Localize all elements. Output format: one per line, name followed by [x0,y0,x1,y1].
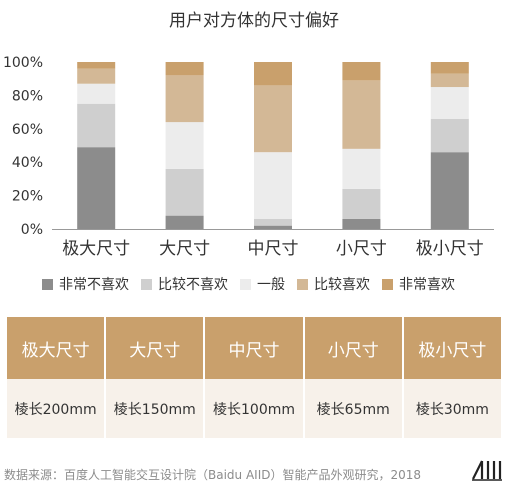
y-tick-label: 0% [21,222,43,238]
legend-label: 非常喜欢 [399,277,455,293]
x-tick-label: 极小尺寸 [416,239,484,259]
bar-segment [430,118,469,153]
legend-label: 非常不喜欢 [59,277,129,293]
size-header-cell: 极小尺寸 [403,317,502,379]
bar-segment [342,148,381,189]
bar-segment [77,62,116,69]
y-axis-ticks: 0% 20% 40% 60% 80% 100% [3,55,43,238]
y-tick-label: 80% [12,88,43,104]
size-table: 极大尺寸 大尺寸 中尺寸 小尺寸 极小尺寸 棱长200mm 棱长150mm 棱长… [7,317,502,438]
edge-length-cell: 棱长65mm [304,379,404,438]
legend-item: 比较不喜欢 [141,274,228,294]
bar-segment [430,62,469,74]
bar-segment [342,62,381,81]
bar-segment [254,152,292,219]
bar-segment [254,218,292,226]
x-tick-label: 极大尺寸 [62,239,130,259]
y-tick-label: 20% [12,189,43,205]
legend-item: 一般 [240,274,285,294]
bar-segment [165,168,204,216]
y-tick-label: 100% [3,55,43,71]
legend-item: 非常喜欢 [382,274,455,294]
x-tick-label: 大尺寸 [159,239,210,259]
legend-swatch [141,278,152,290]
bar-segment [77,103,116,148]
bar-segment [77,68,116,84]
bar-segment [165,62,204,76]
stacked-bar-chart: 用户对方体的尺寸偏好 0% 20% 40% 60% 80% 100% 极大尺寸 大尺寸 中尺寸… [3,11,494,259]
size-header-cell: 大尺寸 [106,317,206,379]
chart-legend: 非常不喜欢 比较不喜欢 一般 比较喜欢 非常喜欢 [42,274,467,294]
legend-label: 比较不喜欢 [158,277,228,293]
bar-segment [430,73,469,88]
legend-item: 比较喜欢 [297,274,370,294]
bar-segment [342,80,381,149]
edge-length-cell: 棱长150mm [106,379,206,438]
bar-segment [342,188,381,219]
bar-segment [165,122,204,169]
bar-segment [77,83,116,104]
edge-length-cell: 棱长30mm [403,379,502,438]
legend-label: 一般 [257,277,285,293]
size-table-value-row: 棱长200mm 棱长150mm 棱长100mm 棱长65mm 棱长30mm [7,379,502,438]
x-axis-ticks: 极大尺寸 大尺寸 中尺寸 小尺寸 极小尺寸 [62,239,484,259]
edge-length-cell: 棱长200mm [7,379,107,438]
size-header-cell: 极大尺寸 [7,317,107,379]
legend-item: 非常不喜欢 [42,274,129,294]
legend-swatch [297,278,308,290]
y-tick-label: 60% [12,122,43,138]
y-tick-label: 40% [12,155,43,171]
aiid-logo-icon [472,460,502,481]
legend-swatch [382,278,393,290]
x-tick-label: 小尺寸 [336,239,387,259]
bar-segment [254,225,292,229]
bar-segment [430,87,469,119]
bar-segment [165,215,204,229]
bar-segment [165,75,204,123]
size-header-cell: 小尺寸 [304,317,404,379]
bar-segment [77,147,116,229]
bar-segment [254,85,292,153]
bar-stacks [77,62,469,229]
chart-title: 用户对方体的尺寸偏好 [169,11,339,31]
data-source-note: 数据来源：百度人工智能交互设计院（Baidu AIID）智能产品外观研究，201… [4,468,422,482]
bar-segment [342,218,381,229]
legend-swatch [42,278,53,290]
legend-swatch [240,278,251,290]
x-tick-label: 中尺寸 [248,239,299,259]
legend-label: 比较喜欢 [314,277,370,293]
edge-length-cell: 棱长100mm [205,379,305,438]
bar-segment [430,152,469,229]
size-header-cell: 中尺寸 [205,317,305,379]
bar-segment [254,62,292,86]
size-table-header-row: 极大尺寸 大尺寸 中尺寸 小尺寸 极小尺寸 [7,317,502,379]
